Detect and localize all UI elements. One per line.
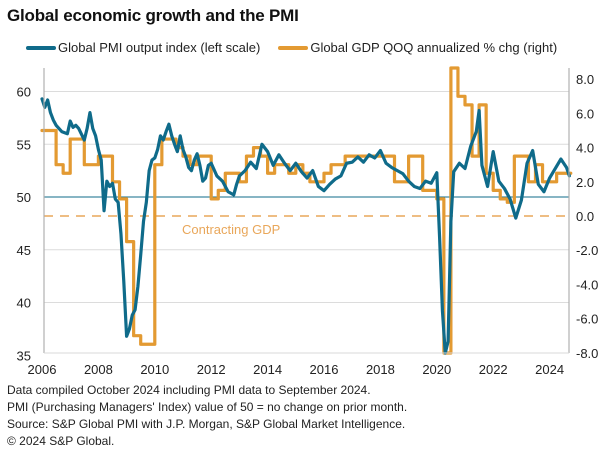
x-tick-2010: 2010 <box>140 362 169 377</box>
legend: Global PMI output index (left scale) Glo… <box>26 40 575 55</box>
footer-line-compiled: Data compiled October 2024 including PMI… <box>7 383 371 397</box>
series-line-pmi <box>40 97 571 355</box>
x-tick-2024: 2024 <box>535 362 564 377</box>
x-tick-2020: 2020 <box>422 362 451 377</box>
y-right-tick-0.0: 0.0 <box>576 209 594 224</box>
y-left-tick-35: 35 <box>17 348 31 363</box>
x-tick-2012: 2012 <box>197 362 226 377</box>
footer-line-copyright: © 2024 S&P Global. <box>7 434 115 448</box>
y-left-tick-45: 45 <box>17 243 31 258</box>
y-right-tick--2.0: -2.0 <box>576 243 598 258</box>
x-tick-2016: 2016 <box>310 362 339 377</box>
contracting-gdp-label: Contracting GDP <box>182 222 280 237</box>
legend-item-gdp: Global GDP QOQ annualized % chg (right) <box>278 40 557 55</box>
x-tick-2022: 2022 <box>479 362 508 377</box>
y-right-tick--8.0: -8.0 <box>576 346 598 361</box>
y-right-tick-4.0: 4.0 <box>576 141 594 156</box>
x-tick-2018: 2018 <box>366 362 395 377</box>
legend-label-pmi: Global PMI output index (left scale) <box>58 40 261 55</box>
chart-title: Global economic growth and the PMI <box>7 6 299 25</box>
y-right-tick-labels: -8.0 -6.0 -4.0 -2.0 0.0 2.0 4.0 6.0 8.0 <box>576 72 598 361</box>
x-tick-2008: 2008 <box>84 362 113 377</box>
footer-line-source: Source: S&P Global PMI with J.P. Morgan,… <box>7 417 406 431</box>
x-tick-2006: 2006 <box>28 362 57 377</box>
legend-item-pmi: Global PMI output index (left scale) <box>26 40 260 55</box>
series-group <box>40 66 573 355</box>
y-left-tick-labels: 35 40 45 50 55 60 <box>17 85 31 364</box>
y-right-tick--6.0: -6.0 <box>576 312 598 327</box>
x-tick-labels: 2006 2008 2010 2012 2014 2016 2018 2020 2022 2024 <box>28 362 565 377</box>
y-right-tick-8.0: 8.0 <box>576 72 594 87</box>
y-left-tick-60: 60 <box>17 85 31 100</box>
legend-label-gdp: Global GDP QOQ annualized % chg (right) <box>310 40 558 55</box>
footer-notes: Data compiled October 2024 including PMI… <box>7 382 407 450</box>
legend-swatch-pmi <box>26 45 56 50</box>
y-right-tick--4.0: -4.0 <box>576 277 598 292</box>
y-right-tick-2.0: 2.0 <box>576 175 594 190</box>
y-left-tick-50: 50 <box>17 190 31 205</box>
y-right-tick-6.0: 6.0 <box>576 106 594 121</box>
chart-area: Contracting GDP 2006 2008 2010 2012 2014 2016… <box>17 66 598 377</box>
y-left-tick-40: 40 <box>17 296 31 311</box>
axes <box>43 68 570 354</box>
footer-line-pmi-definition: PMI (Purchasing Managers' Index) value o… <box>7 400 408 414</box>
y-left-tick-55: 55 <box>17 137 31 152</box>
x-tick-2014: 2014 <box>253 362 282 377</box>
legend-swatch-gdp <box>278 45 309 50</box>
reference-lines <box>44 196 569 217</box>
series-line-gdp <box>40 66 573 355</box>
